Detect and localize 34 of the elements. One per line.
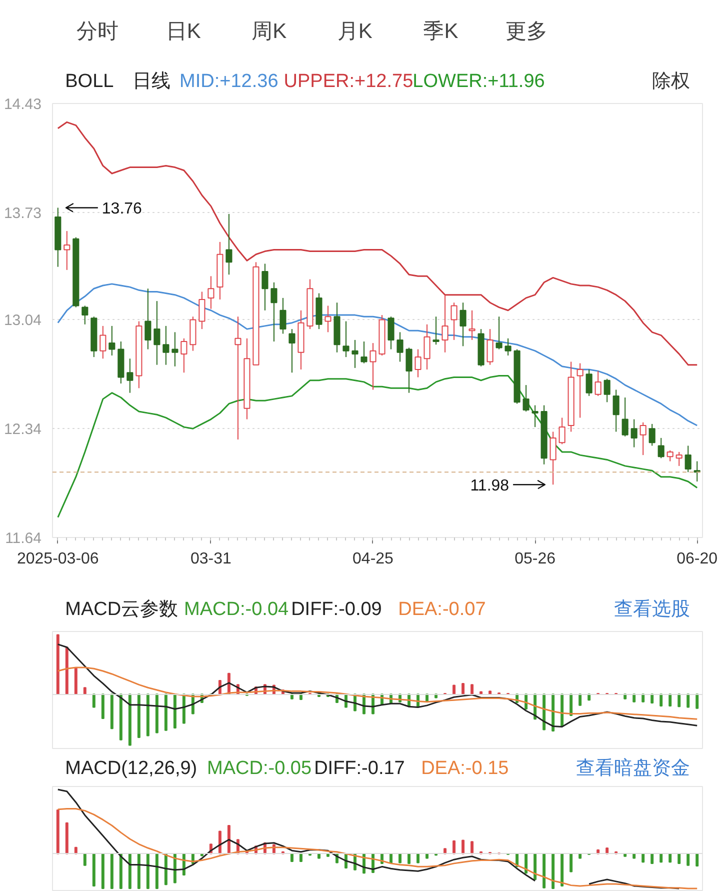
y-tick-label: 13.04 bbox=[4, 312, 42, 330]
text: 周K bbox=[252, 20, 287, 43]
text: LOWER:+11.96 bbox=[412, 71, 545, 92]
text: 季K bbox=[423, 20, 458, 43]
annotation: 13.76 bbox=[102, 200, 142, 218]
legend-title: BOLL bbox=[65, 71, 114, 92]
text: 月K bbox=[337, 20, 372, 43]
text: UPPER:+12.75 bbox=[284, 71, 414, 92]
text: 更多 bbox=[505, 20, 548, 43]
text: 查看选股 bbox=[614, 599, 690, 620]
x-tick-label: 03-31 bbox=[190, 550, 232, 568]
text: 查看暗盘资金 bbox=[576, 757, 690, 779]
text: MACD:-0.05 bbox=[207, 758, 312, 779]
y-tick-label: 12.34 bbox=[4, 421, 42, 438]
text: DEA:-0.15 bbox=[421, 758, 509, 779]
x-tick-label: 2025-03-06 bbox=[16, 550, 99, 568]
text: MACD:-0.04 bbox=[184, 599, 290, 620]
text: DIFF:-0.17 bbox=[314, 758, 405, 779]
y-tick-label: 14.43 bbox=[4, 96, 42, 113]
x-tick-label: 05-26 bbox=[514, 550, 556, 568]
chart-title: MACD云参数 bbox=[65, 599, 178, 620]
text: DEA:-0.07 bbox=[398, 599, 486, 620]
text: DIFF:-0.09 bbox=[291, 599, 382, 620]
y-tick-label: 13.73 bbox=[4, 204, 42, 222]
x-tick-label: 04-25 bbox=[352, 550, 394, 568]
text: 分时 bbox=[76, 20, 119, 43]
text: 日K bbox=[166, 20, 201, 43]
annotation: 11.98 bbox=[470, 478, 510, 495]
chart-title: MACD(12,26,9) bbox=[65, 758, 198, 779]
text: MID:+12.36 bbox=[180, 71, 278, 92]
x-tick-label: 06-20 bbox=[676, 550, 718, 568]
chart-subtitle: 日线 bbox=[132, 71, 171, 92]
y-tick-label: 11.64 bbox=[5, 530, 42, 547]
text: 除权 bbox=[652, 71, 690, 92]
